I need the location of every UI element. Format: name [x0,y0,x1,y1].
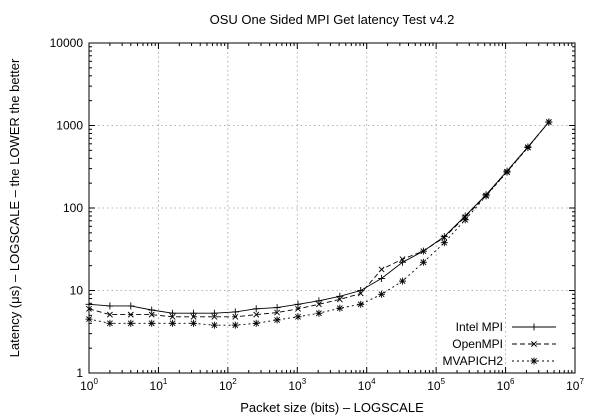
data-point [190,309,198,317]
data-point [378,274,386,282]
legend-label: MVAPICH2 [443,354,504,368]
axis-ticks: 100 101 102 103 104 105 106 107 1 10 100 1000 10000 [50,36,585,393]
x-axis-label: Packet size (bits) – LOGSCALE [240,400,424,415]
data-point [106,319,114,327]
x-tick-label: 101 [150,377,168,393]
data-point [461,216,469,224]
data-point [315,309,323,317]
data-point [169,319,177,327]
data-point [399,256,406,263]
x-tick-label: 103 [288,377,306,393]
data-point [440,233,448,241]
data-point [545,118,553,126]
data-point [148,311,155,318]
legend-marker-sample [531,341,537,347]
data-point [357,290,364,297]
data-point [148,306,156,314]
legend: Intel MPI OpenMPI MVAPICH2 [443,320,556,368]
x-tick-label: 105 [427,377,445,393]
data-point [85,300,93,308]
x-tick-label: 106 [497,377,515,393]
legend-label: OpenMPI [452,337,503,351]
data-point [399,258,407,266]
legend-entry: OpenMPI [452,337,556,351]
legend-entry: Intel MPI [456,320,556,334]
data-point [440,239,448,247]
series-openmpi [86,119,552,320]
data-point [336,304,344,312]
data-point [169,313,176,320]
data-point [231,321,239,329]
data-point [231,308,239,316]
data-point [294,300,302,308]
data-point [190,319,198,327]
data-point [106,311,113,318]
data-point [295,305,301,312]
data-point [211,313,218,320]
series-line [88,121,550,326]
data-point [148,319,156,327]
data-point [86,305,92,312]
data-point [524,144,532,152]
legend-label: Intel MPI [456,320,503,334]
series-line [88,121,550,314]
y-tick-label: 10000 [50,36,84,50]
data-point [336,296,343,303]
y-tick-label: 1000 [56,119,83,133]
data-point [399,277,407,285]
x-tick-label: 102 [219,377,237,393]
data-point [274,309,281,316]
data-point [232,313,239,320]
data-point [336,292,344,300]
x-tick-label: 104 [358,377,376,393]
y-tick-label: 10 [70,284,84,298]
data-point [378,266,385,273]
data-point [273,316,281,324]
data-point [482,192,490,200]
y-tick-label: 100 [63,201,83,215]
data-point [190,313,197,320]
data-point [169,309,177,317]
data-point [273,304,281,312]
data-point [127,302,135,310]
data-point [441,234,448,241]
chart-title: OSU One Sided MPI Get latency Test v4.2 [210,12,455,27]
data-point [85,315,93,323]
legend-marker-sample [530,323,538,331]
data-point [210,309,218,317]
series-line [88,121,550,318]
x-tick-label: 107 [566,377,584,393]
data-point [127,311,134,318]
data-point [210,321,218,329]
data-point [315,301,322,308]
y-axis-label: Latency (μs) – LOGSCALE – the LOWER the … [7,58,22,357]
data-point [420,248,427,255]
series-mvapich2 [85,118,553,329]
series-layer [85,118,553,329]
data-point [294,313,302,321]
data-point [419,258,427,266]
data-point [253,311,260,318]
data-point [503,168,511,176]
legend-entry: MVAPICH2 [443,354,556,368]
y-tick-label: 1 [76,366,83,380]
data-point [252,305,260,313]
series-intel-mpi [85,118,553,317]
data-point [106,302,114,310]
data-point [127,319,135,327]
x-tick-label: 100 [80,377,98,393]
data-point [378,290,386,298]
data-point [252,319,260,327]
data-point [357,300,365,308]
data-point [315,297,323,305]
legend-marker-sample [530,357,538,365]
